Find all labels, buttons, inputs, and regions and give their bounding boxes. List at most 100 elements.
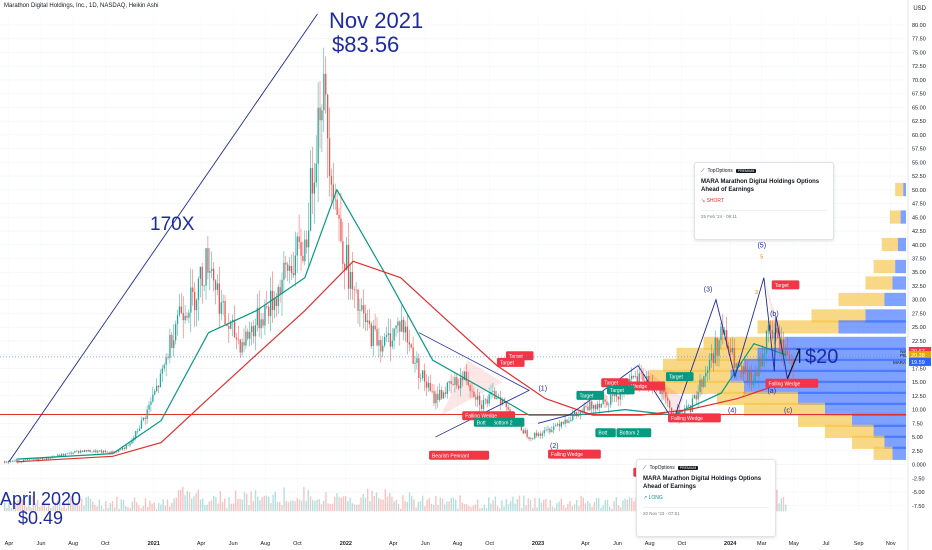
pattern-tag-bg[interactable] — [606, 385, 635, 395]
candle-body — [528, 437, 530, 439]
candle-body — [161, 368, 163, 374]
pattern-tag-bg[interactable] — [489, 417, 525, 427]
volume-bar — [554, 507, 556, 512]
wave-label: (2) — [550, 443, 559, 450]
pattern-label[interactable]: Falling Wedge — [465, 414, 497, 420]
volume-profile-bar — [903, 182, 906, 197]
pattern-tag[interactable]: Target — [775, 283, 790, 289]
candle-body — [169, 334, 171, 358]
volume-bar — [516, 499, 518, 512]
card-signal: SHORT — [706, 198, 725, 204]
volume-bar — [461, 502, 463, 512]
volume-bar — [259, 500, 261, 512]
volume-bar — [274, 491, 276, 512]
volume-profile-bar — [892, 276, 906, 290]
pattern-tag[interactable]: Bottom 2 — [619, 431, 639, 437]
pattern-tag[interactable]: Target — [669, 375, 684, 381]
volume-bar — [349, 497, 351, 512]
candle-body — [727, 346, 730, 349]
pattern-tag-bg[interactable] — [473, 417, 495, 427]
pattern-label-bg[interactable] — [429, 450, 490, 460]
pattern-tag[interactable]: Bottom 2 — [493, 420, 513, 426]
volume-bar — [501, 500, 503, 512]
candle-body — [488, 394, 490, 404]
volume-bar — [604, 500, 606, 512]
candle-body — [214, 280, 217, 290]
news-card-long[interactable]: ⟋ TopOptions PREMIUM MARA Marathon Digital… — [636, 459, 776, 537]
volume-bar — [15, 505, 17, 512]
y-tick-label: 47.50 — [912, 202, 926, 208]
pattern-label-bg[interactable] — [765, 378, 819, 388]
candle-body — [632, 375, 635, 378]
pattern-label[interactable]: Bearish Pennant — [432, 453, 470, 459]
pattern-tag[interactable]: Target — [610, 388, 625, 394]
candle-body — [228, 325, 230, 329]
pattern-label-bg[interactable] — [668, 413, 721, 423]
volume-bar — [312, 500, 314, 512]
card-title[interactable]: MARA Marathon Digital Holdings Options A… — [701, 179, 820, 193]
candle-body — [420, 378, 422, 379]
pattern-tag-bg[interactable] — [665, 372, 694, 382]
pattern-tag-bg[interactable] — [616, 428, 652, 438]
candle-body — [524, 430, 526, 434]
pattern-label[interactable]: Falling Wedge — [671, 416, 703, 422]
candle-body — [688, 405, 690, 407]
card-title[interactable]: MARA Marathon Digital Holdings Options A… — [643, 476, 762, 490]
pattern-tag[interactable]: Target — [604, 381, 619, 387]
volume-bar — [415, 507, 417, 512]
pattern-tag-bg[interactable] — [496, 357, 525, 367]
candle-body — [473, 391, 475, 397]
news-card-short[interactable]: ⟋ TopOptions PREMIUM MARA Marathon Digital… — [694, 162, 834, 240]
candle-body — [30, 458, 32, 460]
pattern-label[interactable]: Falling Wedge — [551, 452, 583, 458]
candle-body — [397, 321, 399, 326]
volume-bar — [389, 492, 391, 512]
pattern-tag[interactable]: Bott — [598, 431, 608, 437]
candle-body — [302, 255, 304, 262]
pattern-tag[interactable]: Bott — [477, 420, 487, 426]
candle-body — [260, 319, 262, 329]
annotation-multiple: 170X — [150, 214, 195, 235]
candle-body — [15, 460, 17, 462]
y-tick-label: 32.50 — [912, 284, 926, 290]
wave-label: (b) — [770, 311, 779, 318]
x-tick-label: 2024 — [724, 541, 737, 547]
pattern-tag-bg[interactable] — [771, 280, 800, 290]
candle-body — [539, 433, 542, 436]
x-tick-label: Oct — [101, 541, 110, 547]
candle-body — [418, 358, 420, 379]
pattern-label[interactable]: Falling Wedge — [768, 381, 800, 387]
volume-bar — [485, 508, 488, 512]
y-tick-label: -2.50 — [912, 476, 925, 482]
candle-body — [108, 452, 110, 454]
candle-body — [72, 452, 74, 454]
volume-bar — [279, 501, 281, 512]
candle-body — [112, 451, 114, 454]
volume-bar — [70, 495, 72, 512]
pattern-tag-bg[interactable] — [601, 378, 629, 388]
candle-body — [636, 376, 638, 383]
pattern-tag[interactable]: Target — [500, 360, 515, 366]
volume-bar — [631, 498, 633, 512]
volume-bar — [221, 502, 224, 512]
volume-bar — [28, 496, 30, 512]
candle-body — [536, 432, 538, 436]
pattern-tag[interactable]: Target — [579, 393, 594, 399]
volume-profile-bar — [852, 413, 906, 427]
volume-profile-bar — [852, 435, 885, 449]
volume-bar — [402, 495, 404, 512]
candle-body — [435, 393, 437, 404]
pattern-tags: Bearish Pennant Falling Wedge Falling Wedg… — [429, 280, 819, 477]
pattern-label-bg[interactable] — [548, 449, 601, 459]
pattern-tag-bg[interactable] — [576, 390, 605, 400]
candle-body — [349, 272, 352, 289]
volume-bar — [342, 496, 345, 512]
annotation-target-price: $20 — [805, 346, 839, 368]
candle-body — [600, 403, 602, 408]
pattern-tag-bg[interactable] — [595, 428, 616, 438]
volume-bar — [41, 503, 43, 512]
trend-lines: (1) (2) (3) (4) (5) (a) (b) (c) 5 3 1 2 — [8, 13, 801, 463]
candle-body — [549, 428, 551, 433]
volume-profile-bar — [798, 413, 852, 427]
